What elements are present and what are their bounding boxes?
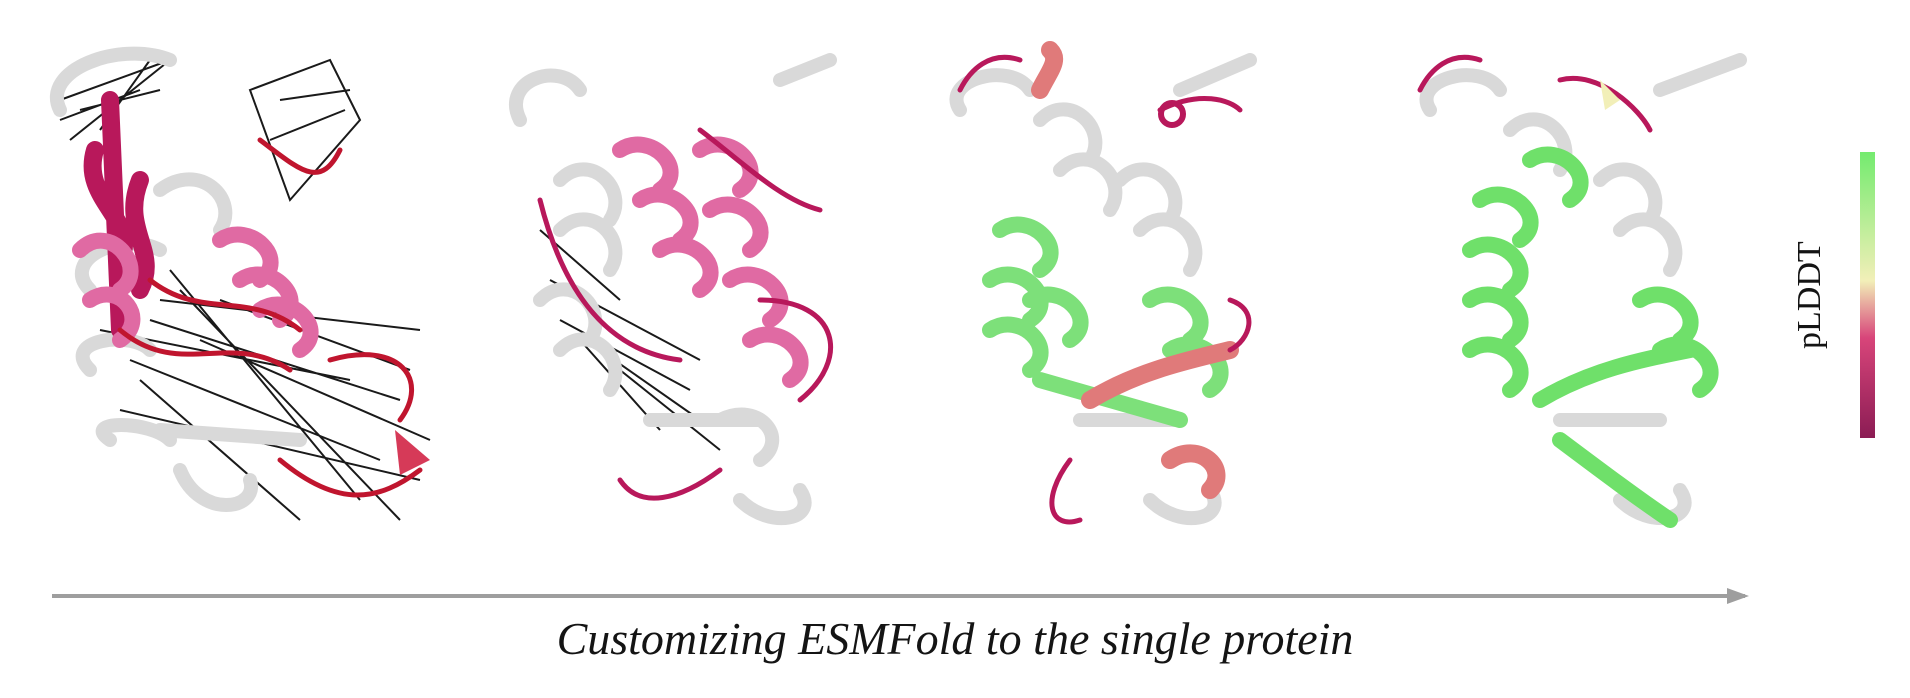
figure-caption: Customizing ESMFold to the single protei… <box>556 613 1354 664</box>
protein-structure-3 <box>949 41 1257 526</box>
protein-structure-4 <box>1417 53 1747 528</box>
protein-structure-1 <box>50 46 431 521</box>
plddt-colorbar <box>1860 152 1875 438</box>
protein-structure-2 <box>509 53 837 526</box>
legend-label: pLDDT <box>1791 241 1828 349</box>
